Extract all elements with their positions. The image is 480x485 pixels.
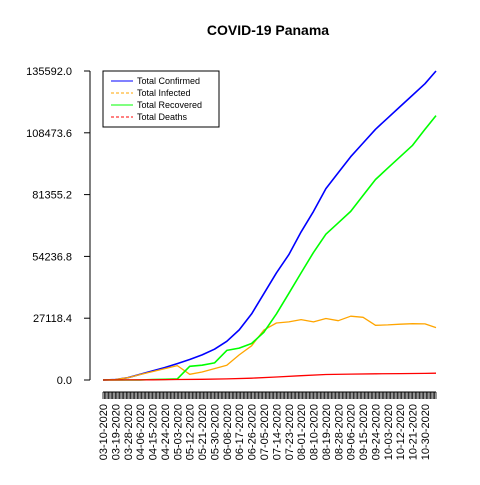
x-tick-label: 05-30-2020 bbox=[209, 404, 221, 460]
y-tick-label: 54236.8 bbox=[32, 251, 72, 263]
x-tick-label: 09-15-2020 bbox=[358, 404, 370, 460]
x-tick-label: 07-05-2020 bbox=[259, 404, 271, 460]
legend-label-total-confirmed: Total Confirmed bbox=[137, 76, 200, 86]
x-tick-label: 08-10-2020 bbox=[309, 404, 321, 460]
x-tick-label: 07-14-2020 bbox=[271, 404, 283, 460]
legend-label-total-infected: Total Infected bbox=[137, 88, 191, 98]
legend-label-total-recovered: Total Recovered bbox=[137, 100, 202, 110]
series-lines bbox=[102, 70, 437, 381]
y-tick-label: 81355.2 bbox=[32, 190, 72, 202]
y-tick-label: 0.0 bbox=[57, 375, 72, 387]
series-line-total-recovered bbox=[103, 115, 437, 381]
x-tick-label: 03-10-2020 bbox=[98, 404, 110, 460]
x-tick-label: 09-06-2020 bbox=[346, 404, 358, 460]
x-tick-label: 10-30-2020 bbox=[420, 404, 432, 460]
x-tick-label: 10-12-2020 bbox=[395, 404, 407, 460]
chart-title: COVID-19 Panama bbox=[207, 22, 329, 38]
x-tick-label: 06-17-2020 bbox=[234, 404, 246, 460]
x-tick-label: 08-19-2020 bbox=[321, 404, 333, 460]
series-line-total-deaths bbox=[102, 372, 437, 381]
x-tick-label: 04-24-2020 bbox=[160, 404, 172, 460]
x-tick-label: 06-26-2020 bbox=[247, 404, 259, 460]
x-tick-label: 10-21-2020 bbox=[408, 404, 420, 460]
y-axis: 0.0 27118.4 54236.8 81355.2 108473.6 135592.0 bbox=[26, 66, 91, 387]
x-axis: 03-10-2020 03-19-2020 03-28-2020 04-06-2020… bbox=[98, 391, 437, 460]
x-tick-label: 08-01-2020 bbox=[296, 404, 308, 460]
x-tick-label: 10-03-2020 bbox=[383, 404, 395, 460]
legend-box bbox=[102, 70, 220, 128]
x-tick-label: 07-23-2020 bbox=[284, 404, 296, 460]
y-tick-label: 135592.0 bbox=[26, 66, 72, 78]
x-tick-label: 03-28-2020 bbox=[123, 404, 135, 460]
x-tick-label: 06-08-2020 bbox=[222, 404, 234, 460]
x-tick-label: 05-12-2020 bbox=[185, 404, 197, 460]
x-tick-label: 04-06-2020 bbox=[135, 404, 147, 460]
y-tick-label: 108473.6 bbox=[26, 128, 72, 140]
x-tick-label: 05-03-2020 bbox=[172, 404, 184, 460]
x-tick-label: 04-15-2020 bbox=[148, 404, 160, 460]
x-tick-label: 08-28-2020 bbox=[333, 404, 345, 460]
x-tick-label: 09-24-2020 bbox=[370, 404, 382, 460]
legend-label-total-deaths: Total Deaths bbox=[137, 112, 188, 122]
legend: Total Confirmed Total Infected Total Recov… bbox=[102, 70, 220, 128]
x-tick-label: 05-21-2020 bbox=[197, 404, 209, 460]
x-tick-label: 03-19-2020 bbox=[110, 404, 122, 460]
y-tick-label: 27118.4 bbox=[33, 313, 72, 325]
series-line-total-infected bbox=[102, 315, 437, 381]
series-line-total-confirmed bbox=[102, 70, 437, 381]
